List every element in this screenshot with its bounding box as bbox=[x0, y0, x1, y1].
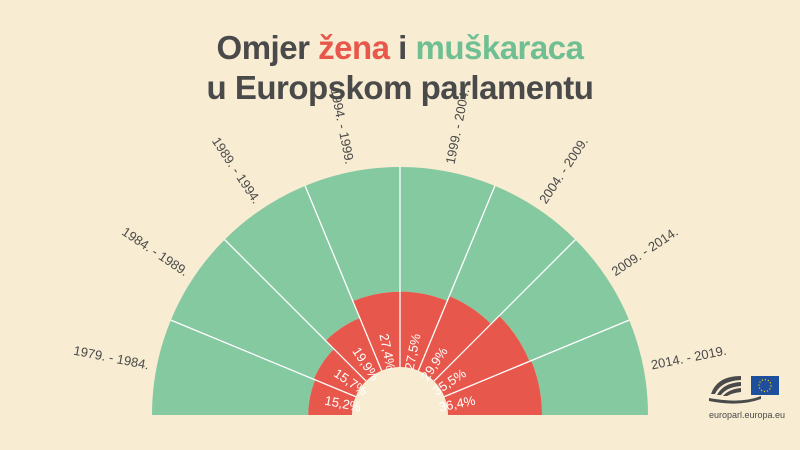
title-women-word: žena bbox=[318, 29, 390, 66]
men-share-segment bbox=[152, 320, 316, 415]
value-label: 15,2% bbox=[323, 393, 363, 415]
value-label: 27,5% bbox=[402, 332, 424, 372]
men-share-segment bbox=[499, 239, 630, 362]
segment-divider bbox=[433, 239, 576, 382]
women-share-segment bbox=[444, 360, 542, 415]
segment-divider bbox=[224, 239, 367, 382]
european-parliament-logo-icon bbox=[709, 376, 779, 404]
period-label: 2009. - 2014. bbox=[609, 224, 681, 279]
value-label: 36,4% bbox=[437, 393, 477, 415]
period-label: 1989. - 1994. bbox=[209, 134, 264, 206]
women-share-segment bbox=[352, 291, 400, 371]
men-share-segment bbox=[531, 320, 648, 415]
women-share-segment bbox=[418, 296, 492, 382]
period-label: 1979. - 1984. bbox=[72, 343, 150, 373]
chart-title: Omjer žena i muškaraca u Europskom parla… bbox=[0, 28, 800, 108]
men-share-segment bbox=[170, 239, 335, 380]
women-share-segment bbox=[308, 379, 356, 415]
value-label: 27,4% bbox=[376, 332, 398, 372]
segment-divider bbox=[170, 319, 356, 398]
men-share-segment bbox=[224, 185, 360, 341]
women-share-segment bbox=[313, 349, 367, 397]
segment-divider bbox=[444, 319, 630, 398]
segment-divider bbox=[304, 185, 383, 371]
women-share-segment bbox=[325, 317, 382, 382]
period-label: 1999. - 2004. bbox=[443, 87, 473, 165]
men-share-segment bbox=[400, 167, 495, 301]
women-share-segment bbox=[433, 315, 530, 397]
title-men-word: muškaraca bbox=[415, 29, 584, 66]
women-share-segment bbox=[400, 291, 448, 371]
source-label: europarl.europa.eu bbox=[708, 410, 786, 420]
segment-divider bbox=[417, 185, 496, 371]
men-share-segment bbox=[305, 167, 400, 302]
period-label: 1994. - 1999. bbox=[328, 87, 358, 165]
title-line-1: Omjer žena i muškaraca bbox=[216, 29, 584, 66]
title-line-2: u Europskom parlamentu bbox=[206, 69, 594, 106]
period-label: 1984. - 1989. bbox=[119, 224, 191, 279]
period-label: 2004. - 2009. bbox=[536, 134, 591, 206]
